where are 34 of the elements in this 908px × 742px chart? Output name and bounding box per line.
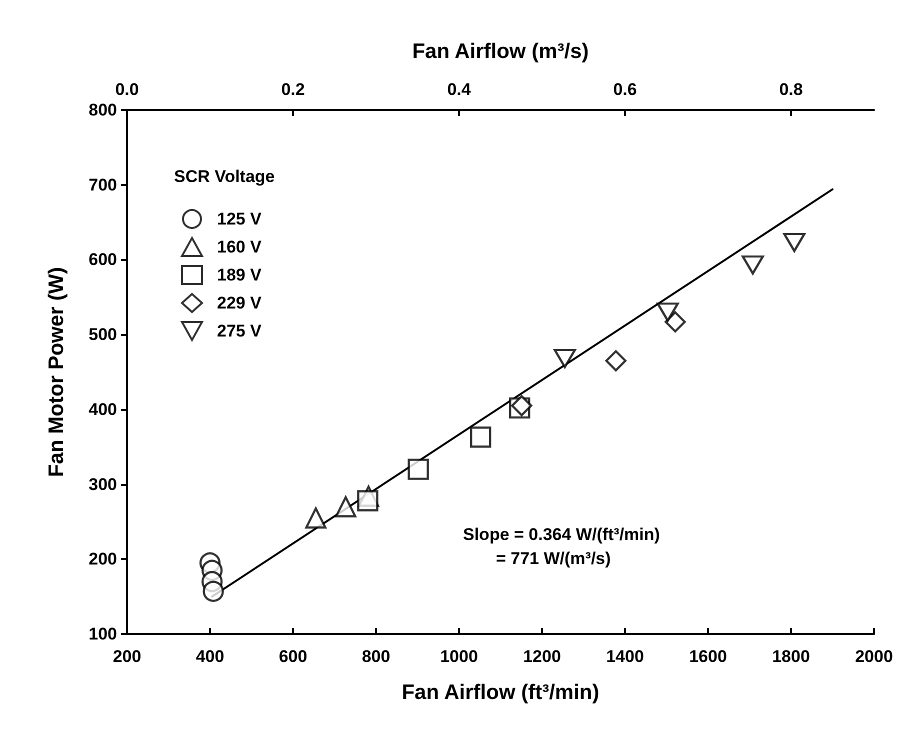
annotation: = 771 W/(m³/s) [496, 549, 611, 568]
x-axis-title: Fan Airflow (ft³/min) [402, 681, 600, 704]
x-tick-label: 1800 [772, 647, 810, 666]
legend-label: 160 V [217, 238, 262, 256]
x-tick-label: 2000 [855, 647, 893, 666]
x-tick-label: 1400 [606, 647, 644, 666]
y-tick-label: 300 [88, 474, 117, 494]
legend-label: 125 V [217, 210, 262, 228]
y-axis-title: Fan Motor Power (W) [45, 267, 68, 477]
legend-label: 229 V [217, 294, 262, 312]
x-tick-label: 1600 [689, 647, 727, 666]
x-tick-label: 600 [278, 647, 308, 666]
legend-label: 275 V [217, 322, 262, 340]
x2-tick-label: 0.0 [115, 80, 139, 99]
y-tick-label: 100 [88, 624, 117, 644]
y-tick-label: 200 [88, 550, 117, 569]
x-tick-label: 200 [112, 647, 142, 666]
x-tick-label: 800 [362, 647, 390, 666]
y-tick-label: 600 [88, 250, 117, 270]
legend-title: SCR Voltage [174, 167, 275, 186]
x2-tick-label: 0.8 [779, 80, 803, 99]
y-tick-label: 800 [88, 100, 117, 120]
x-tick-label: 1200 [523, 647, 561, 666]
legend-label: 189 V [217, 266, 262, 284]
y-tick-label: 400 [88, 400, 117, 419]
y-tick-label: 500 [88, 325, 117, 344]
x2-tick-label: 0.4 [447, 80, 472, 99]
x-tick-label: 1000 [440, 647, 478, 666]
x-tick-label: 400 [196, 647, 224, 666]
x2-tick-label: 0.2 [281, 80, 305, 99]
x2-axis-title: Fan Airflow (m³/s) [412, 40, 589, 63]
x2-tick-label: 0.6 [613, 80, 637, 99]
y-tick-label: 700 [88, 175, 117, 194]
annotation: Slope = 0.364 W/(ft³/min) [463, 525, 660, 544]
